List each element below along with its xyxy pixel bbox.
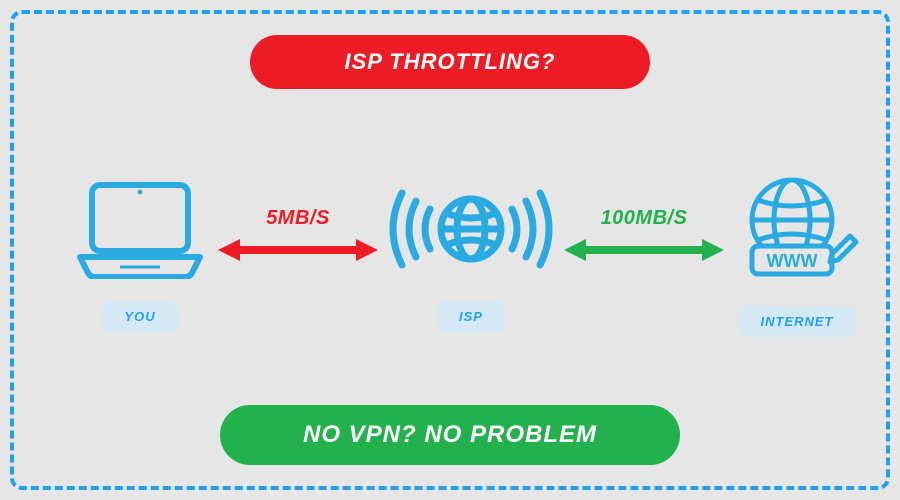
www-text: WWW <box>767 251 818 271</box>
title-text: ISP THROTTLING? <box>345 49 556 75</box>
badge-isp: ISP <box>437 301 505 332</box>
diagram-row: YOU 5MB/S <box>70 155 840 355</box>
footer-text: NO VPN? NO PROBLEM <box>303 421 597 449</box>
footer-pill: NO VPN? NO PROBLEM <box>220 405 680 465</box>
connection-left: 5MB/S <box>218 207 378 264</box>
speed-right: 100MB/S <box>601 207 688 230</box>
speed-left: 5MB/S <box>266 207 330 230</box>
isp-signal-icon <box>386 179 556 279</box>
arrow-right-icon <box>564 236 724 264</box>
laptop-icon <box>70 179 210 279</box>
node-internet: WWW INTERNET <box>732 174 862 337</box>
badge-internet: INTERNET <box>739 306 856 337</box>
arrow-left-icon <box>218 236 378 264</box>
node-isp: ISP <box>386 179 556 332</box>
internet-www-icon: WWW <box>732 174 862 284</box>
badge-you: YOU <box>102 301 177 332</box>
node-you: YOU <box>70 179 210 332</box>
title-pill: ISP THROTTLING? <box>250 35 650 89</box>
connection-right: 100MB/S <box>564 207 724 264</box>
